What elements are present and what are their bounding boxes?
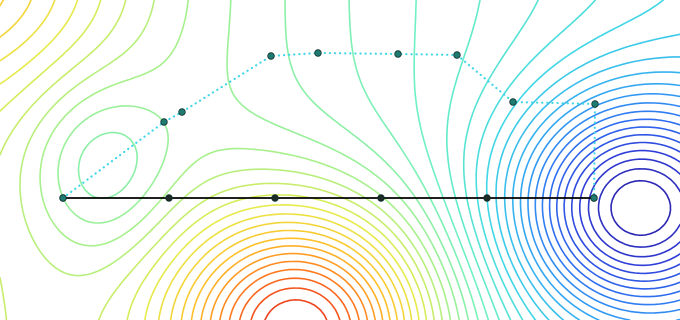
contour-level-24 [39, 0, 452, 320]
contour-level-6 [563, 133, 680, 282]
curved-path-point-6 [453, 51, 461, 59]
contour-level-23 [57, 0, 460, 320]
contour-level-12 [519, 83, 680, 320]
contour-level-20 [413, 0, 490, 320]
contour-level-13 [511, 71, 680, 320]
curved-path-line [61, 51, 597, 200]
contour-level-9 [541, 110, 680, 306]
curved-path-point-2 [178, 108, 186, 116]
contour-level-11 [527, 93, 680, 320]
straight-path-point-2 [271, 194, 279, 202]
contour-level-16 [485, 0, 665, 320]
contour-level-33 [200, 245, 384, 320]
contour-level-17 [475, 0, 597, 320]
optimization-paths [61, 51, 597, 200]
contour-level-32 [190, 237, 391, 320]
straight-path-point-4 [483, 194, 491, 202]
contour-level-1 [610, 179, 672, 237]
contour-level-18 [462, 0, 539, 320]
contour-level-30 [0, 0, 406, 320]
straight-path-point-3 [377, 194, 385, 202]
contour-level-21 [348, 0, 479, 320]
contour-level-2 [597, 168, 680, 248]
contour-level-8 [548, 118, 680, 298]
contour-level-3 [587, 158, 680, 258]
contour-level-38 [250, 287, 341, 320]
contour-level-37 [238, 277, 351, 320]
contour-level-34 [209, 252, 376, 320]
contour-level-26 [0, 0, 435, 320]
contour-level-31 [0, 0, 398, 320]
curved-path-point-0 [59, 194, 67, 202]
curved-path-point-9 [590, 194, 598, 202]
contour-level-7 [556, 126, 680, 290]
straight-path-point-1 [165, 194, 173, 202]
curved-path-point-8 [591, 100, 599, 108]
contour-level-10 [534, 102, 680, 314]
contour-level-36 [228, 268, 360, 320]
curved-path-point-5 [394, 50, 402, 58]
curved-path-point-4 [314, 49, 322, 57]
curved-path-point-1 [160, 118, 168, 126]
curved-path-point-3 [267, 52, 275, 60]
contour-level-14 [503, 56, 680, 320]
contour-level-25 [19, 0, 443, 320]
contour-level-27 [0, 0, 428, 320]
contour-level-19 [446, 0, 500, 320]
contour-level-28 [0, 0, 420, 320]
contour-level-5 [571, 141, 680, 275]
path-points [59, 49, 599, 202]
contour-level-29 [0, 0, 413, 320]
contour-level-22 [77, 0, 470, 320]
curved-path-point-7 [509, 98, 517, 106]
contour-level-39 [264, 299, 328, 320]
contour-level-35 [219, 260, 369, 320]
